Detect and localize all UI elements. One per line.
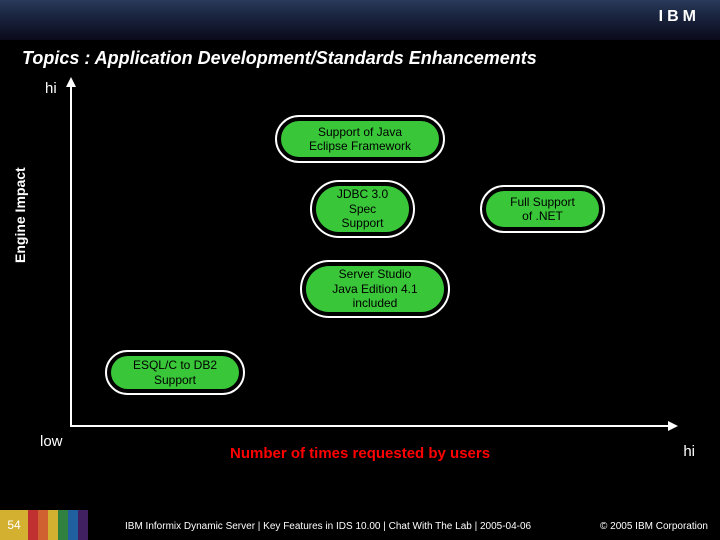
- header-bar: IBM: [0, 0, 720, 40]
- stripe-segment: [78, 510, 88, 540]
- node-dotnet: Full Supportof .NET: [480, 185, 605, 233]
- stripe-segment: [28, 510, 38, 540]
- x-label-hi: hi: [683, 443, 695, 460]
- node-label: Support of JavaEclipse Framework: [281, 121, 439, 157]
- chart-area: hi Engine Impact low hi Number of times …: [50, 85, 680, 455]
- y-axis-title: Engine Impact: [12, 167, 28, 263]
- page-number: 54: [0, 510, 28, 540]
- node-label: ESQL/C to DB2Support: [111, 356, 239, 389]
- y-axis: [70, 85, 72, 425]
- footer-text: IBM Informix Dynamic Server | Key Featur…: [125, 521, 531, 532]
- node-server-studio: Server StudioJava Edition 4.1included: [300, 260, 450, 318]
- x-axis-title: Number of times requested by users: [230, 445, 490, 462]
- stripe-segment: [68, 510, 78, 540]
- slide-title: Topics : Application Development/Standar…: [22, 48, 537, 69]
- footer: 54 IBM Informix Dynamic Server | Key Fea…: [0, 510, 720, 540]
- node-esqlc: ESQL/C to DB2Support: [105, 350, 245, 395]
- stripe-segment: [38, 510, 48, 540]
- copyright: © 2005 IBM Corporation: [600, 521, 708, 532]
- node-jdbc: JDBC 3.0SpecSupport: [310, 180, 415, 238]
- stripe-segment: [58, 510, 68, 540]
- y-label-hi: hi: [45, 80, 57, 97]
- node-label: Server StudioJava Edition 4.1included: [306, 266, 444, 312]
- color-stripe: [28, 510, 88, 540]
- node-java-eclipse: Support of JavaEclipse Framework: [275, 115, 445, 163]
- node-label: JDBC 3.0SpecSupport: [316, 186, 409, 232]
- x-label-low: low: [40, 433, 63, 450]
- node-label: Full Supportof .NET: [486, 191, 599, 227]
- ibm-logo: IBM: [659, 8, 700, 26]
- stripe-segment: [48, 510, 58, 540]
- x-axis: [70, 425, 670, 427]
